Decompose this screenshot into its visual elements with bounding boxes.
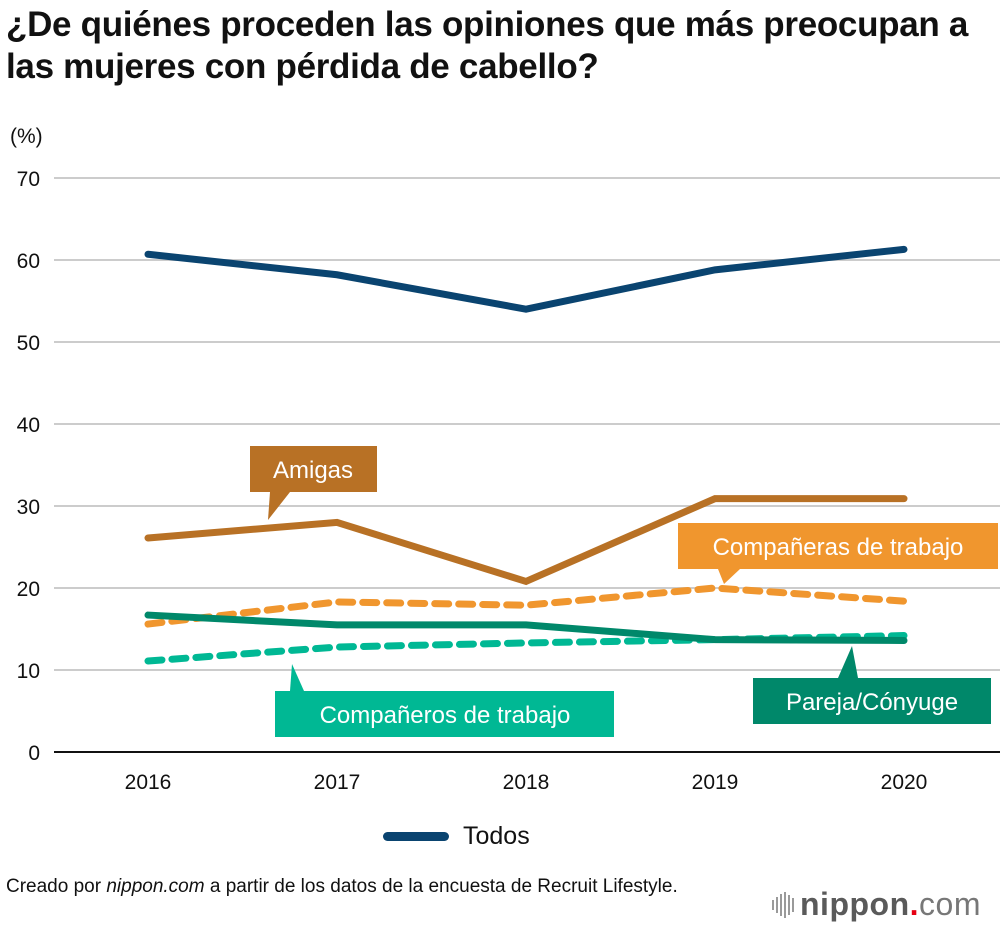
series-line-pareja-c-nyuge: [144, 611, 908, 644]
callout-label: Compañeros de trabajo: [320, 702, 571, 729]
callout-pointer: [268, 492, 290, 520]
x-tick-label: 2017: [314, 771, 361, 794]
y-tick-label: 50: [17, 332, 40, 355]
callout-amigas: Amigas: [250, 446, 377, 520]
callout-box: [678, 523, 998, 569]
y-tick-label: 0: [28, 742, 40, 765]
x-tick-label: 2016: [125, 771, 172, 794]
x-tick-label: 2019: [692, 771, 739, 794]
nippon-logo: nippon.com: [772, 886, 981, 923]
y-tick-label: 70: [17, 168, 40, 191]
legend-label-todos: Todos: [463, 822, 530, 850]
logo-main: nippon: [800, 886, 910, 922]
y-tick-label: 30: [17, 496, 40, 519]
y-tick-label: 40: [17, 414, 40, 437]
callout-box: [753, 678, 991, 724]
y-tick-label: 60: [17, 250, 40, 273]
source-prefix: Creado por: [6, 876, 107, 897]
series-line-compa-eras-de-trabajo: [144, 584, 908, 628]
chart-title: ¿De quiénes proceden las opiniones que m…: [6, 5, 969, 86]
callout-pointer: [718, 569, 740, 584]
callout-label: Pareja/Cónyuge: [786, 689, 958, 716]
source-note: Creado por nippon.com a partir de los da…: [6, 874, 726, 900]
series-line-todos: [144, 245, 908, 313]
callout-pointer: [290, 664, 304, 691]
callout-box: [250, 446, 377, 492]
logo-dot: .: [909, 886, 920, 922]
callout-label: Compañeras de trabajo: [713, 534, 964, 561]
logo-tld: com: [919, 886, 981, 922]
callout-pareja-c-nyuge: Pareja/Cónyuge: [753, 646, 991, 724]
callout-pointer: [838, 646, 858, 678]
y-tick-label: 20: [17, 578, 40, 601]
logo-sound-icon: [772, 891, 794, 918]
callout-compa-eros-de-trabajo: Compañeros de trabajo: [275, 664, 614, 737]
y-tick-label: 10: [17, 660, 40, 683]
x-tick-label: 2020: [881, 771, 928, 794]
source-site: nippon.com: [106, 876, 205, 897]
callout-compa-eras-de-trabajo: Compañeras de trabajo: [678, 523, 998, 584]
source-suffix: a partir de los datos de la encuesta de …: [204, 876, 678, 897]
legend: Todos: [383, 822, 530, 851]
x-tick-label: 2018: [503, 771, 550, 794]
callout-box: [275, 691, 614, 737]
legend-swatch-todos: [383, 832, 449, 841]
callout-label: Amigas: [273, 457, 353, 484]
y-axis-label: (%): [10, 125, 43, 148]
